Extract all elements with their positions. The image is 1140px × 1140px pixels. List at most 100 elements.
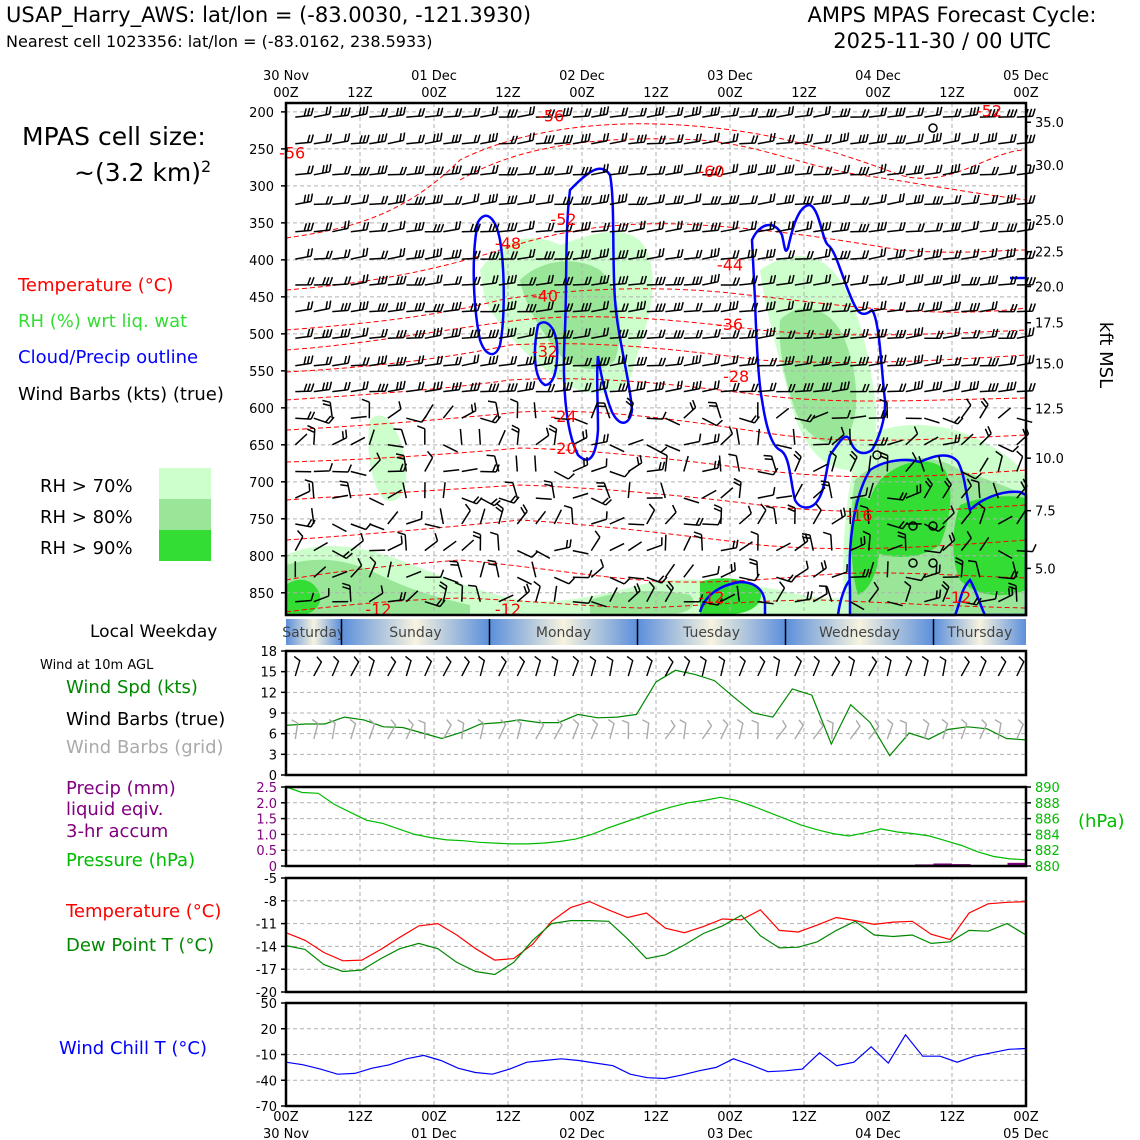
wind-barb — [1017, 418, 1032, 422]
pressure-tick-label: 880 — [1035, 860, 1060, 875]
wind-barb — [694, 532, 702, 551]
surface-wind-barb — [980, 656, 986, 676]
wind-barb — [980, 275, 998, 285]
wind-barb — [924, 196, 942, 204]
wind-barb — [406, 222, 424, 232]
legend-wind-speed: Wind Spd (kts) — [66, 677, 198, 698]
wind-barb — [998, 134, 1016, 144]
wind-barb — [813, 195, 831, 205]
wind-barb — [720, 456, 721, 472]
wind-barb — [739, 416, 759, 423]
wind-barb — [869, 355, 886, 366]
wind-barb — [388, 512, 398, 525]
wind-barb — [721, 562, 735, 577]
wind-barb — [536, 551, 550, 559]
wind-barb — [961, 303, 979, 312]
temperature-contour-label: -44 — [717, 255, 743, 274]
y-tick-label: 0.5 — [256, 844, 277, 859]
legend-precip-3: 3-hr accum — [66, 821, 168, 842]
wind-barb — [850, 224, 869, 232]
wind-barb — [628, 221, 645, 232]
grid-wind-barb — [795, 720, 803, 739]
wind-barb — [332, 221, 349, 232]
wind-barb — [295, 356, 313, 366]
wind-barb — [906, 380, 923, 391]
wind-barb — [702, 303, 720, 311]
wind-barb — [295, 384, 314, 392]
wind-barb — [758, 468, 778, 475]
wind-barb — [480, 165, 498, 175]
wind-barb — [480, 384, 499, 392]
temperature-contour-label: -40 — [532, 286, 558, 305]
wind-panel: 0369121518 — [260, 645, 1026, 784]
wind-barb — [536, 428, 549, 445]
legend-temperature: Temperature (°C) — [17, 275, 173, 296]
wind-barb — [628, 440, 643, 445]
wind-barb — [369, 223, 387, 232]
wind-barb — [961, 249, 978, 259]
wind-barb — [314, 196, 333, 204]
legend-precip-2: liquid eqiv. — [66, 799, 163, 820]
wind-barb — [314, 222, 332, 231]
time-tick-label: 00Z — [569, 1110, 595, 1125]
surface-wind-barb — [832, 657, 840, 676]
wind-barb — [462, 469, 478, 472]
grid-wind-barb — [702, 720, 711, 739]
wind-barb — [536, 135, 554, 144]
wind-barb — [388, 401, 401, 418]
grid-wind-barb — [312, 720, 318, 740]
wind-barb — [462, 504, 471, 524]
y-tick-label: -40 — [256, 1074, 277, 1089]
wind-barb — [443, 470, 459, 472]
pressure-tick-label: 750 — [249, 513, 274, 528]
legend-wind-barbs-grid: Wind Barbs (grid) — [66, 737, 224, 758]
wind-barb — [388, 248, 405, 259]
wind-barb — [443, 196, 461, 204]
wind-barb — [813, 134, 831, 144]
wind-barb — [628, 108, 646, 117]
wind-barb — [721, 301, 738, 312]
wind-barb — [351, 328, 368, 339]
y-tick-label: 2.5 — [256, 781, 277, 796]
wind-barb — [295, 483, 309, 498]
pressure-unit-label: (hPa) — [1078, 811, 1125, 832]
grid-wind-barb — [643, 720, 649, 739]
wind-barb — [906, 355, 923, 366]
wind-barb — [887, 274, 904, 285]
date-label: 02 Dec — [559, 69, 605, 84]
cell-size-label: MPAS cell size: — [22, 122, 206, 151]
wind-barb — [351, 301, 368, 312]
wind-barb — [906, 223, 924, 231]
cross-section-panel: -56-56 -52-60-52-48-44-40-36-32-28-24-20-… — [249, 101, 1116, 619]
wind-barb — [462, 166, 480, 175]
wind-barb — [369, 251, 387, 260]
grid-wind-barb — [350, 719, 356, 739]
wind-barb — [832, 508, 846, 524]
wind-barb — [887, 135, 905, 144]
wind-barb — [596, 483, 610, 498]
temperature-contour-label: -28 — [723, 367, 749, 386]
wind-barb — [665, 195, 683, 204]
wind-barb — [369, 133, 387, 143]
wind-barb — [388, 107, 406, 117]
wind-barb — [739, 195, 757, 204]
legend-rh80: RH > 80% — [40, 507, 133, 528]
temperature-contour-label: -32 — [532, 342, 558, 361]
wind-barb — [591, 106, 608, 117]
date-label: 02 Dec — [559, 1127, 605, 1140]
wind-barb — [721, 133, 738, 143]
wind-barb — [684, 276, 702, 285]
temperature-contour-label: -20 — [550, 439, 576, 458]
temperature-contour-label: -12 — [945, 588, 971, 607]
wind-barb — [924, 223, 942, 232]
wind-barb — [665, 302, 683, 311]
date-label: 30 Nov — [263, 1127, 309, 1140]
wind-barb — [961, 381, 978, 392]
wind-barb — [351, 381, 368, 391]
date-label: 05 Dec — [1003, 1127, 1049, 1140]
wind-barb — [665, 356, 683, 365]
wind-barb — [591, 403, 597, 418]
wind-barb — [388, 221, 405, 232]
wind-barb — [332, 276, 350, 285]
wind-barb — [295, 519, 315, 527]
